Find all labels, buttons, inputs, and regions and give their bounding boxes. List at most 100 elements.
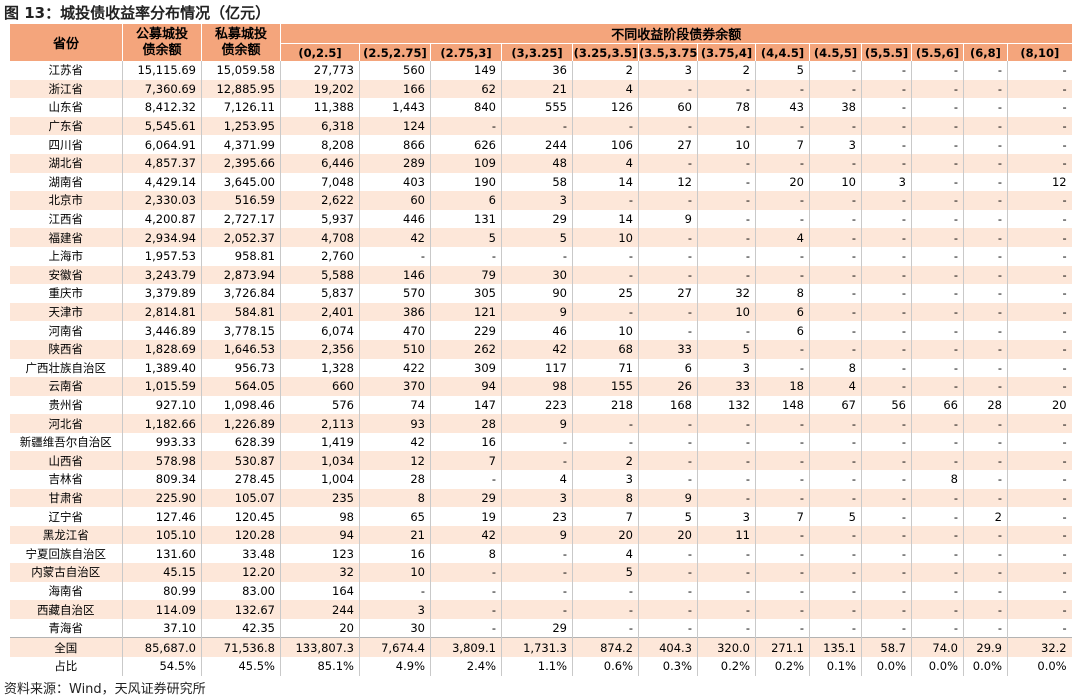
public-balance-cell: 1,957.53	[122, 246, 202, 266]
range-value-cell: 10	[572, 321, 639, 340]
range-value-cell: 90	[501, 284, 573, 303]
province-cell: 福建省	[9, 228, 123, 247]
public-balance-cell: 7,360.69	[122, 79, 202, 99]
range-value-cell: -	[963, 61, 1008, 80]
table-row: 河北省 1,182.66 1,226.89 2,113 93 28 9- - - - - - - - -	[9, 414, 1072, 433]
range-value-cell: -	[430, 563, 502, 582]
private-balance-cell: 3,645.00	[201, 172, 281, 192]
range-value-cell: -	[430, 470, 502, 489]
private-balance-cell: 1,226.89	[201, 414, 281, 433]
range-value-cell: -	[861, 191, 912, 210]
range-value-cell: 386	[359, 302, 431, 322]
range-value-cell: 6,074	[280, 321, 360, 340]
range-value-cell: 29.9	[963, 637, 1008, 657]
range-value-cell: -	[638, 116, 698, 136]
table-body: 江苏省 15,115.69 15,059.58 27,773 560 149 36 2 3 2 5-…	[9, 61, 1072, 676]
range-value-cell: -	[911, 358, 964, 378]
range-value-cell: 7	[755, 507, 810, 526]
range-value-cell: -	[963, 98, 1008, 117]
range-value-cell: 30	[501, 265, 573, 285]
province-cell: 甘肃省	[9, 488, 123, 508]
range-value-cell: 8	[572, 488, 639, 508]
range-value-cell: 244	[501, 135, 573, 154]
range-value-cell: 5	[501, 228, 573, 247]
range-value-cell: -	[755, 470, 810, 489]
range-value-cell: 10	[572, 228, 639, 247]
range-value-cell: 20	[638, 525, 698, 545]
range-value-cell: 133,807.3	[280, 637, 360, 657]
range-value-cell: -	[572, 246, 639, 266]
table-row: 海南省 80.99 83.00 164- - - - - - - - - - - -	[9, 581, 1072, 601]
table-row: 上海市 1,957.53 958.81 2,760- - - - - - - - - - - -	[9, 246, 1072, 266]
range-value-cell: -	[359, 246, 431, 266]
range-value-cell: 93	[359, 414, 431, 433]
range-value-cell: 7,674.4	[359, 637, 431, 657]
range-value-cell: 14	[572, 172, 639, 192]
range-value-cell: -	[755, 116, 810, 136]
range-value-cell: 866	[359, 135, 431, 154]
public-balance-cell: 5,545.61	[122, 116, 202, 136]
public-balance-cell: 45.15	[122, 563, 202, 582]
range-value-cell: 0.2%	[755, 657, 810, 676]
public-balance-cell: 578.98	[122, 451, 202, 471]
private-balance-cell: 530.87	[201, 451, 281, 471]
range-value-cell: -	[572, 265, 639, 285]
range-value-cell: -	[809, 563, 862, 582]
range-value-cell: 6	[755, 302, 810, 322]
range-value-cell: -	[697, 246, 756, 266]
range-value-cell: 46	[501, 321, 573, 340]
range-value-cell: 2,401	[280, 302, 360, 322]
range-header: (3.5,3.75]	[638, 43, 698, 61]
range-value-cell: 117	[501, 358, 573, 378]
range-value-cell: -	[963, 153, 1008, 173]
range-value-cell: 29	[501, 209, 573, 229]
range-value-cell: -	[963, 581, 1008, 601]
province-cell: 占比	[9, 657, 123, 676]
range-value-cell: -	[911, 246, 964, 266]
range-value-cell: 626	[430, 135, 502, 154]
range-value-cell: 305	[430, 284, 502, 303]
range-value-cell: -	[1006, 451, 1072, 471]
range-value-cell: -	[963, 377, 1008, 396]
range-value-cell: -	[809, 339, 862, 359]
public-balance-cell: 54.5%	[122, 657, 202, 676]
public-balance-cell: 114.09	[122, 600, 202, 619]
range-value-cell: 98	[280, 507, 360, 526]
public-balance-cell: 809.34	[122, 470, 202, 489]
range-value-cell: 14	[572, 209, 639, 229]
range-value-cell: -	[963, 451, 1008, 471]
public-balance-cell: 927.10	[122, 395, 202, 415]
range-value-cell: 370	[359, 377, 431, 396]
range-value-cell: 0.0%	[861, 657, 912, 676]
range-value-cell: -	[963, 246, 1008, 266]
range-value-cell: -	[755, 265, 810, 285]
range-value-cell: 27	[638, 284, 698, 303]
range-value-cell: 218	[572, 395, 639, 415]
range-value-cell: 62	[430, 79, 502, 99]
range-value-cell: 42	[430, 525, 502, 545]
private-balance-cell: 12,885.95	[201, 79, 281, 99]
public-balance-cell: 15,115.69	[122, 61, 202, 80]
range-value-cell: 33	[638, 339, 698, 359]
range-value-cell: 149	[430, 61, 502, 80]
range-value-cell: -	[861, 600, 912, 619]
range-value-cell: 1,443	[359, 98, 431, 117]
range-header: (0,2.5]	[280, 43, 360, 61]
range-value-cell: -	[911, 284, 964, 303]
range-value-cell: 6	[638, 358, 698, 378]
range-value-cell: -	[755, 79, 810, 99]
public-balance-cell: 80.99	[122, 581, 202, 601]
range-value-cell: -	[911, 377, 964, 396]
range-value-cell: -	[963, 358, 1008, 378]
private-balance-cell: 958.81	[201, 246, 281, 266]
range-value-cell: -	[963, 470, 1008, 489]
range-value-cell: 2,113	[280, 414, 360, 433]
range-value-cell: 94	[280, 525, 360, 545]
range-value-cell: -	[697, 116, 756, 136]
range-value-cell: -	[501, 451, 573, 471]
range-value-cell: -	[861, 581, 912, 601]
range-value-cell: 2	[697, 61, 756, 80]
range-value-cell: 403	[359, 172, 431, 192]
range-value-cell: -	[963, 600, 1008, 619]
range-value-cell: 3	[501, 488, 573, 508]
